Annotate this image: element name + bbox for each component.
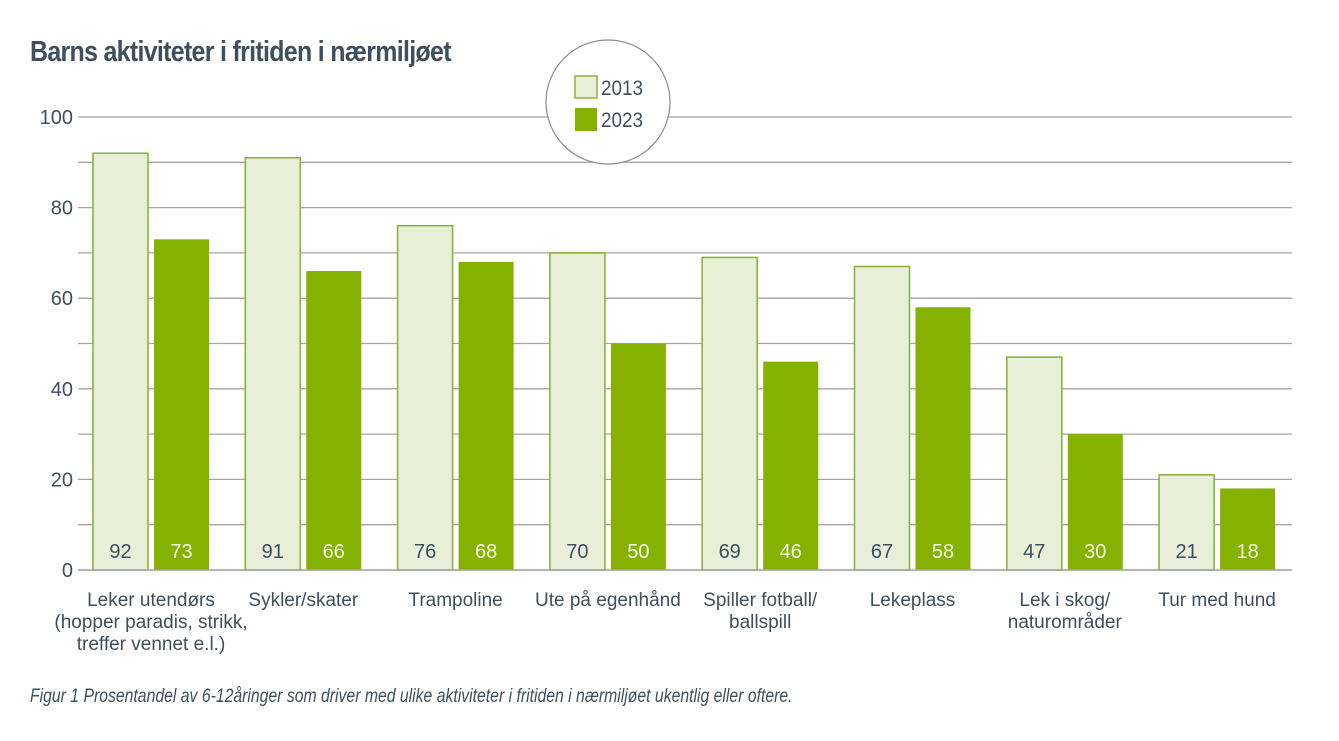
x-category-label: Tur med hund bbox=[1158, 590, 1276, 611]
data-label-2013: 91 bbox=[262, 541, 284, 563]
legend-label-2013: 2013 bbox=[601, 77, 643, 100]
x-category-label: Leker utendørs bbox=[87, 590, 215, 611]
y-tick-label: 40 bbox=[51, 379, 73, 401]
bar-2013 bbox=[853, 265, 911, 571]
figure-caption: Figur 1 Prosentandel av 6-12åringer som … bbox=[30, 686, 793, 707]
x-category-label: Trampoline bbox=[408, 590, 502, 611]
y-tick-label: 60 bbox=[51, 288, 73, 310]
bar-2013 bbox=[549, 252, 606, 571]
bar-2013 bbox=[92, 152, 149, 571]
x-category-label: Sykler/skater bbox=[248, 590, 358, 611]
y-axis-ticks: 0 20 40 60 80 100 bbox=[40, 107, 73, 582]
x-category-label: ballspill bbox=[729, 612, 791, 633]
bar-2023 bbox=[915, 307, 971, 570]
y-tick-label: 100 bbox=[40, 107, 73, 129]
x-category-label: treffer vennet e.l.) bbox=[77, 634, 226, 655]
legend-circle bbox=[545, 39, 671, 165]
x-category-label: Ute på egenhånd bbox=[535, 590, 681, 611]
y-tick-label: 80 bbox=[51, 198, 73, 220]
x-category-label: Lekeplass bbox=[870, 590, 956, 611]
x-axis-labels: Leker utendørs(hopper paradis, strikk,tr… bbox=[54, 590, 1276, 655]
x-category-label: Spiller fotball/ bbox=[703, 590, 818, 611]
bar-2013 bbox=[244, 156, 302, 571]
data-label-2013: 67 bbox=[871, 541, 893, 563]
bar-2023 bbox=[1067, 434, 1123, 570]
chart-title: Barns aktiviteter i fritiden i nærmiljøe… bbox=[30, 36, 452, 68]
x-category-label: Lek i skog/ bbox=[1019, 590, 1111, 611]
y-tick-label: 20 bbox=[51, 469, 73, 491]
data-label-2023: 66 bbox=[323, 541, 345, 563]
data-label-2023: 58 bbox=[932, 541, 954, 563]
bar-2013 bbox=[1158, 474, 1215, 571]
data-label-2023: 50 bbox=[627, 541, 649, 563]
legend-swatch-2013 bbox=[574, 75, 598, 99]
bar-2023 bbox=[763, 361, 819, 570]
data-label-2013: 47 bbox=[1023, 541, 1045, 563]
bar-2013 bbox=[701, 256, 759, 571]
data-label-2013: 92 bbox=[109, 541, 131, 563]
y-tick-label: 0 bbox=[62, 560, 73, 582]
data-label-2023: 73 bbox=[170, 541, 192, 563]
legend: 2013 2023 bbox=[545, 39, 671, 165]
legend-swatch-2023 bbox=[575, 108, 597, 131]
data-label-2023: 68 bbox=[475, 541, 497, 563]
x-category-label: (hopper paradis, strikk, bbox=[54, 612, 247, 633]
bar-2023 bbox=[154, 239, 209, 570]
data-label-2023: 18 bbox=[1236, 541, 1258, 563]
data-label-2013: 69 bbox=[719, 541, 741, 563]
x-category-label: naturområder bbox=[1008, 612, 1123, 633]
data-label-2013: 76 bbox=[414, 541, 436, 563]
data-label-2023: 46 bbox=[780, 541, 802, 563]
bars: 92 73 91 66 76 68 70 50 69 46 67 58 47 30 21 18 bbox=[78, 152, 1292, 571]
bar-2023 bbox=[1220, 488, 1276, 570]
bar-2013 bbox=[396, 224, 454, 571]
data-label-2013: 70 bbox=[566, 541, 588, 563]
bar-2023 bbox=[306, 271, 362, 570]
bar-2023 bbox=[458, 261, 514, 570]
bar-2013 bbox=[1005, 356, 1063, 571]
legend-label-2023: 2023 bbox=[601, 109, 643, 132]
bar-2023 bbox=[610, 343, 666, 570]
data-label-2013: 21 bbox=[1175, 541, 1197, 563]
data-label-2023: 30 bbox=[1084, 541, 1106, 563]
